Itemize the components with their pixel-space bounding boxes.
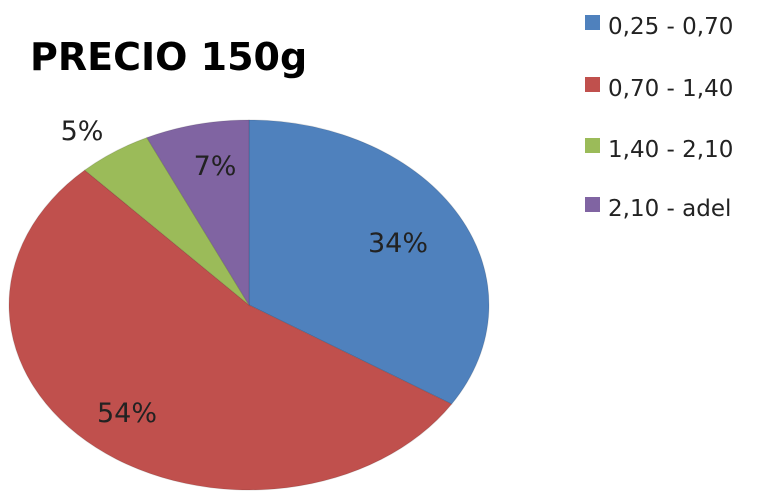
legend-swatch-1,40-2,10	[585, 138, 600, 153]
chart-title: PRECIO 150g	[30, 35, 307, 79]
pie-slice-0,25-0,70	[248, 119, 490, 405]
legend-label-2,10-adel: 2,10 - adel	[608, 196, 731, 222]
data-label-2,10-adel: 7%	[194, 151, 237, 182]
pie-data-labels: 34% 54% 5% 7%	[61, 116, 428, 429]
pie-slices	[8, 119, 490, 491]
pie-slice-1,40-2,10	[83, 137, 250, 306]
legend-swatch-2,10-adel	[585, 197, 600, 212]
legend-label-1,40-2,10: 1,40 - 2,10	[608, 137, 733, 163]
pie-slice-2,10-adel	[146, 119, 250, 307]
pie-slice-0,70-1,40	[8, 169, 453, 491]
legend: 0,25 - 0,70 0,70 - 1,40 1,40 - 2,10 2,10…	[585, 14, 733, 222]
legend-swatch-0,70-1,40	[585, 77, 600, 92]
data-label-0,70-1,40: 54%	[97, 398, 157, 429]
data-label-1,40-2,10: 5%	[61, 116, 104, 147]
legend-label-0,70-1,40: 0,70 - 1,40	[608, 76, 733, 102]
legend-label-0,25-0,70: 0,25 - 0,70	[608, 14, 733, 40]
legend-swatch-0,25-0,70	[585, 15, 600, 30]
data-label-0,25-0,70: 34%	[368, 228, 428, 259]
